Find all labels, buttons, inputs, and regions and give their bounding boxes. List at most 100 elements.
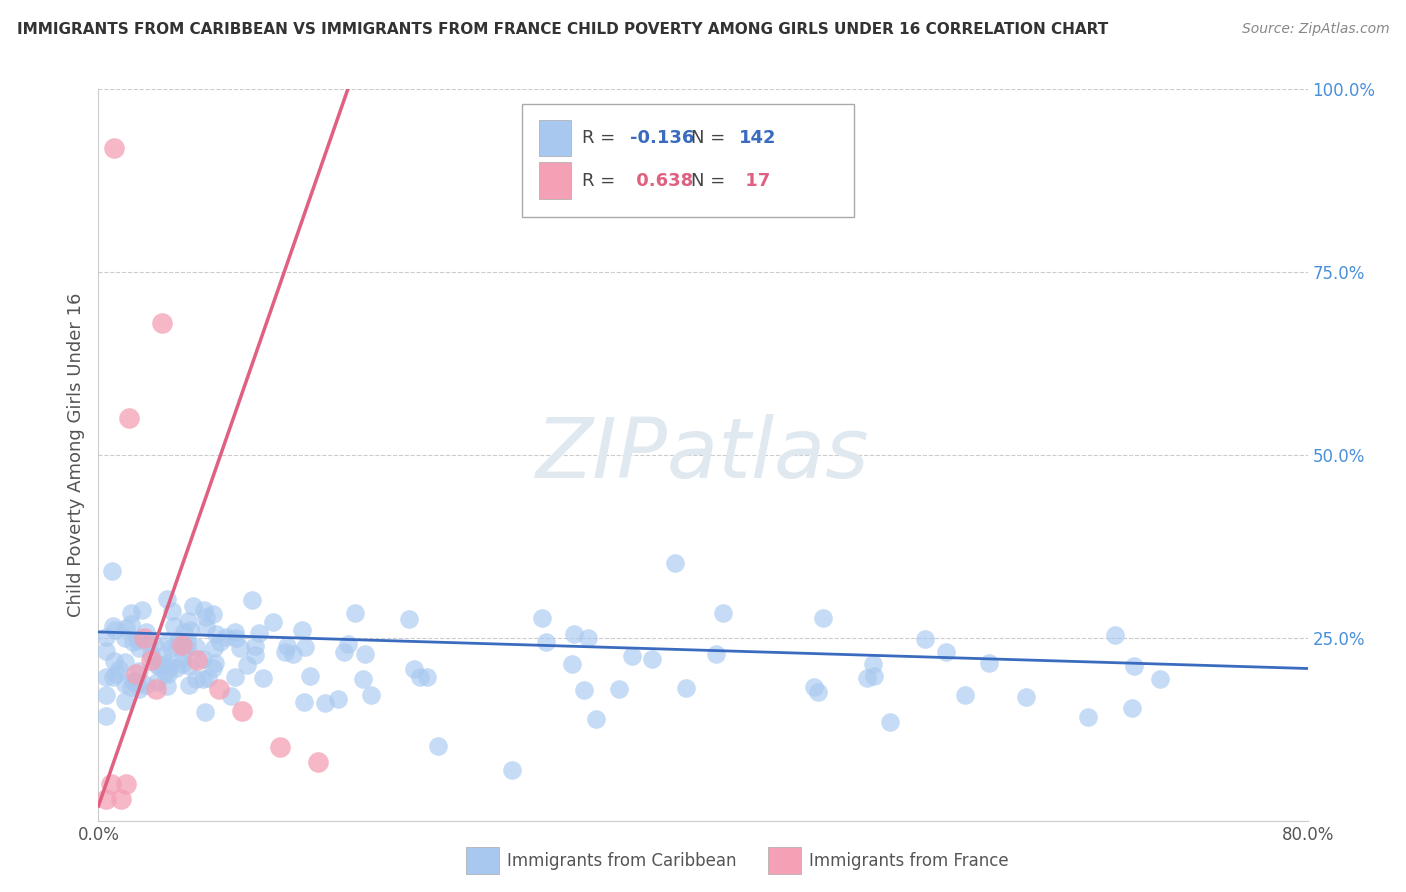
Point <box>114 632 136 646</box>
Text: N =: N = <box>690 171 731 190</box>
Point <box>160 640 183 655</box>
Point <box>100 777 122 791</box>
Point <box>208 681 231 696</box>
Point <box>914 632 936 646</box>
Point <box>208 634 231 648</box>
Point <box>107 662 129 676</box>
Point <box>191 673 214 687</box>
Point <box>103 654 125 668</box>
Point <box>160 604 183 618</box>
Point <box>184 640 207 654</box>
Point <box>530 610 553 624</box>
Point <box>1015 690 1038 704</box>
Point <box>156 679 179 693</box>
Point <box>426 739 449 753</box>
Point <box>360 688 382 702</box>
Point <box>402 662 425 676</box>
Point <box>122 635 145 649</box>
Point <box>247 626 270 640</box>
Point <box>145 681 167 696</box>
Point <box>184 672 207 686</box>
Point <box>862 669 884 683</box>
Text: -0.136: -0.136 <box>630 129 695 147</box>
Point <box>128 682 150 697</box>
Point <box>236 657 259 672</box>
Point <box>352 672 374 686</box>
Point <box>94 708 117 723</box>
Point <box>534 635 557 649</box>
Point <box>243 639 266 653</box>
Point <box>1121 701 1143 715</box>
Point <box>131 603 153 617</box>
FancyBboxPatch shape <box>538 120 571 156</box>
FancyBboxPatch shape <box>522 103 855 218</box>
Point <box>128 640 150 655</box>
Point <box>294 640 316 655</box>
Point <box>114 777 136 791</box>
Point <box>157 660 180 674</box>
Point <box>501 763 523 777</box>
Point <box>204 627 226 641</box>
Point <box>561 657 583 672</box>
Point <box>202 640 225 655</box>
Point <box>262 615 284 629</box>
Point <box>94 670 117 684</box>
Point <box>114 621 136 635</box>
FancyBboxPatch shape <box>465 847 499 874</box>
Point <box>935 644 957 658</box>
Point <box>150 658 173 673</box>
Point <box>114 656 136 670</box>
Point <box>811 611 834 625</box>
Point <box>416 670 439 684</box>
Point <box>269 740 291 755</box>
Point <box>195 620 218 634</box>
Point <box>100 564 122 578</box>
Point <box>704 647 727 661</box>
Point <box>621 648 644 663</box>
Point <box>224 670 246 684</box>
Point <box>252 671 274 685</box>
Point <box>165 661 187 675</box>
Point <box>156 592 179 607</box>
Point <box>862 657 884 671</box>
Point <box>94 630 117 644</box>
Point <box>1123 659 1146 673</box>
Point <box>574 682 596 697</box>
Point <box>127 632 149 647</box>
Point <box>142 637 165 651</box>
Point <box>155 665 177 680</box>
Point <box>148 658 170 673</box>
Point <box>156 666 179 681</box>
Point <box>94 791 117 805</box>
Point <box>353 647 375 661</box>
Point <box>953 688 976 702</box>
Point <box>202 660 225 674</box>
Text: IMMIGRANTS FROM CARIBBEAN VS IMMIGRANTS FROM FRANCE CHILD POVERTY AMONG GIRLS UN: IMMIGRANTS FROM CARIBBEAN VS IMMIGRANTS … <box>17 22 1108 37</box>
Point <box>1149 673 1171 687</box>
Point <box>181 599 204 613</box>
Point <box>336 637 359 651</box>
Point <box>176 640 198 655</box>
Point <box>94 644 117 658</box>
Point <box>576 631 599 645</box>
Point <box>176 634 198 648</box>
Point <box>855 671 877 685</box>
Point <box>194 706 217 720</box>
Point <box>333 645 356 659</box>
Point <box>641 651 664 665</box>
Point <box>101 619 124 633</box>
Text: Immigrants from Caribbean: Immigrants from Caribbean <box>508 852 737 870</box>
Point <box>292 695 315 709</box>
Point <box>179 623 201 637</box>
Point <box>273 645 295 659</box>
Y-axis label: Child Poverty Among Girls Under 16: Child Poverty Among Girls Under 16 <box>66 293 84 617</box>
Point <box>215 630 238 644</box>
Point <box>118 411 141 425</box>
Text: ZIPatlas: ZIPatlas <box>536 415 870 495</box>
Text: R =: R = <box>582 129 621 147</box>
Point <box>125 667 148 681</box>
Point <box>1077 709 1099 723</box>
Point <box>120 617 142 632</box>
Point <box>291 623 314 637</box>
Text: N =: N = <box>690 129 731 147</box>
